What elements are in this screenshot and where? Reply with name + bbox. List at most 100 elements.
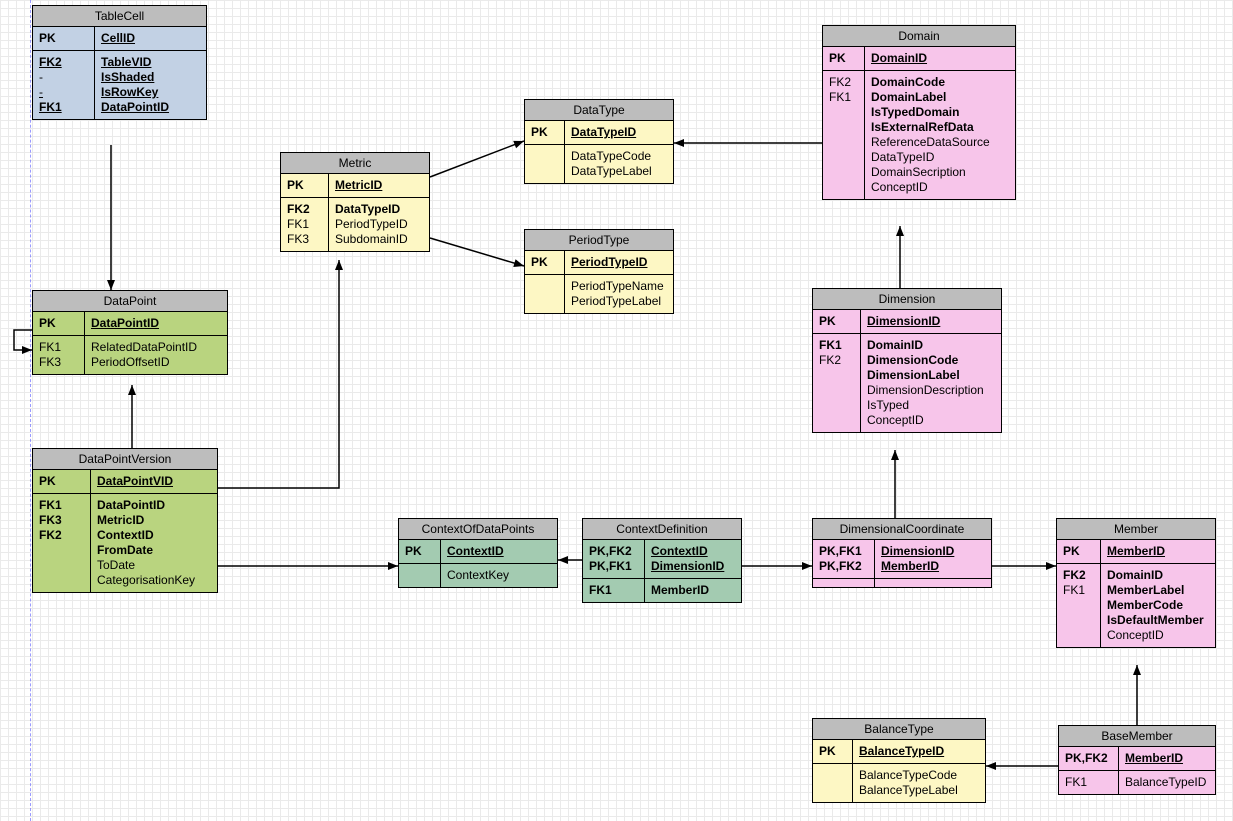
cell-text: DimensionDescription (867, 383, 995, 398)
cell-text: PeriodTypeID (571, 255, 667, 270)
key-column (525, 275, 565, 313)
cell-text: IsTyped (867, 398, 995, 413)
entity-section: PK BalanceTypeID (813, 740, 985, 764)
attribute-column: MetricID (329, 174, 429, 197)
attribute-column: DimensionID (861, 310, 1001, 333)
attribute-column: RelatedDataPointIDPeriodOffsetID (85, 336, 227, 374)
cell-text: IsDefaultMember (1107, 613, 1209, 628)
cell-text: RelatedDataPointID (91, 340, 221, 355)
entity-section: PK PeriodTypeID (525, 251, 673, 275)
key-column: FK2 FK1 (823, 71, 865, 199)
attribute-column: DomainIDMemberLabelMemberCodeIsDefaultMe… (1101, 564, 1215, 647)
entity-title: PeriodType (525, 230, 673, 251)
cell-text: FK1 (39, 100, 88, 115)
cell-text: FK1 (589, 583, 638, 598)
cell-text: DimensionID (867, 314, 995, 329)
cell-text: FK2 (829, 75, 858, 90)
cell-text: ContextKey (447, 568, 551, 583)
cell-text: FK2 (287, 202, 322, 217)
arrowhead-dpv-datapoint (128, 385, 136, 395)
cell-text: FK1 (1063, 583, 1094, 598)
entity-section: PK,FK2 MemberID (1059, 747, 1215, 771)
cell-text: MemberID (1125, 751, 1209, 766)
arrowhead-dimension-domain (896, 226, 904, 236)
attribute-column (875, 579, 991, 587)
attribute-column: DomainID (865, 47, 1015, 70)
entity-section: FK2--FK1TableVIDIsShadedIsRowKeyDataPoin… (33, 51, 206, 119)
cell-text: FK3 (287, 232, 322, 247)
cell-text: PK,FK2 (819, 559, 868, 574)
cell-text: ConceptID (867, 413, 995, 428)
key-column: FK2--FK1 (33, 51, 95, 119)
attribute-column: DataPointIDMetricIDContextIDFromDateToDa… (91, 494, 217, 592)
cell-text: MetricID (335, 178, 423, 193)
entity-dimension: DimensionPKDimensionIDFK1 FK2DomainIDDim… (812, 288, 1002, 433)
arrowhead-tablecell-datapoint (107, 280, 115, 290)
cell-text: FK2 (39, 528, 84, 543)
cell-text: IsTypedDomain (871, 105, 1009, 120)
cell-text: IsExternalRefData (871, 120, 1009, 135)
key-column: FK1 (583, 579, 645, 602)
arrowhead-basemember-member (1133, 665, 1141, 675)
cell-text: PK (829, 51, 858, 66)
cell-text: DomainCode (871, 75, 1009, 90)
entity-section: FK1BalanceTypeID (1059, 771, 1215, 794)
key-column: FK1FK3FK2 (33, 494, 91, 592)
entity-title: Domain (823, 26, 1015, 47)
entity-metric: MetricPKMetricIDFK2FK1FK3DataTypeIDPerio… (280, 152, 430, 252)
attribute-column: ContextID (441, 540, 557, 563)
attribute-column: MemberID (1101, 540, 1215, 563)
cell-text: FK2 (819, 353, 854, 368)
cell-text: FK1 (829, 90, 858, 105)
entity-title: BaseMember (1059, 726, 1215, 747)
cell-text: TableVID (101, 55, 200, 70)
cell-text: BalanceTypeCode (859, 768, 979, 783)
cell-text: PK,FK2 (1065, 751, 1112, 766)
cell-text: ContextID (447, 544, 551, 559)
cell-text: CategorisationKey (97, 573, 211, 588)
entity-section: FK1FK3RelatedDataPointIDPeriodOffsetID (33, 336, 227, 374)
cell-text: ToDate (97, 558, 211, 573)
cell-text: ConceptID (871, 180, 1009, 195)
cell-text: PK (819, 314, 854, 329)
key-column: PK (813, 740, 853, 763)
cell-text: CellID (101, 31, 200, 46)
entity-title: DimensionalCoordinate (813, 519, 991, 540)
key-column (399, 564, 441, 587)
cell-text: DataTypeLabel (571, 164, 667, 179)
entity-title: ContextDefinition (583, 519, 741, 540)
key-column: PK,FK1PK,FK2 (813, 540, 875, 578)
entity-title: DataType (525, 100, 673, 121)
attribute-column: BalanceTypeID (853, 740, 985, 763)
cell-text: PK (531, 255, 558, 270)
cell-text: DataTypeID (871, 150, 1009, 165)
arrowhead-ctxdef-ctx (558, 556, 568, 564)
cell-text: DataTypeID (335, 202, 423, 217)
erd-canvas: TableCellPKCellIDFK2--FK1TableVIDIsShade… (0, 0, 1233, 821)
key-column: PK (399, 540, 441, 563)
cell-text: DimensionCode (867, 353, 995, 368)
entity-dimensionalcoordinate: DimensionalCoordinatePK,FK1PK,FK2Dimensi… (812, 518, 992, 588)
cell-text: DomainID (871, 51, 1009, 66)
entity-contextofdatapoints: ContextOfDataPointsPKContextID ContextKe… (398, 518, 558, 588)
attribute-column: TableVIDIsShadedIsRowKeyDataPointID (95, 51, 206, 119)
entity-section: PK ContextID (399, 540, 557, 564)
edge-metric-periodtype (430, 238, 524, 266)
cell-text: PK (405, 544, 434, 559)
entity-section: BalanceTypeCodeBalanceTypeLabel (813, 764, 985, 802)
cell-text: DomainLabel (871, 90, 1009, 105)
key-column: PK (281, 174, 329, 197)
arrowhead-dimcoord-member (1046, 562, 1056, 570)
cell-text: PK,FK1 (589, 559, 638, 574)
cell-text: FK1 (819, 338, 854, 353)
cell-text: BalanceTypeID (859, 744, 979, 759)
attribute-column: DataPointID (85, 312, 227, 335)
cell-text: FK3 (39, 513, 84, 528)
key-column (813, 764, 853, 802)
cell-text: MemberCode (1107, 598, 1209, 613)
cell-text: FK2 (39, 55, 88, 70)
entity-balancetype: BalanceTypePKBalanceTypeID BalanceTypeCo… (812, 718, 986, 803)
key-column (813, 579, 875, 587)
arrowhead-metric-datatype (513, 141, 524, 148)
cell-text: FK3 (39, 355, 78, 370)
